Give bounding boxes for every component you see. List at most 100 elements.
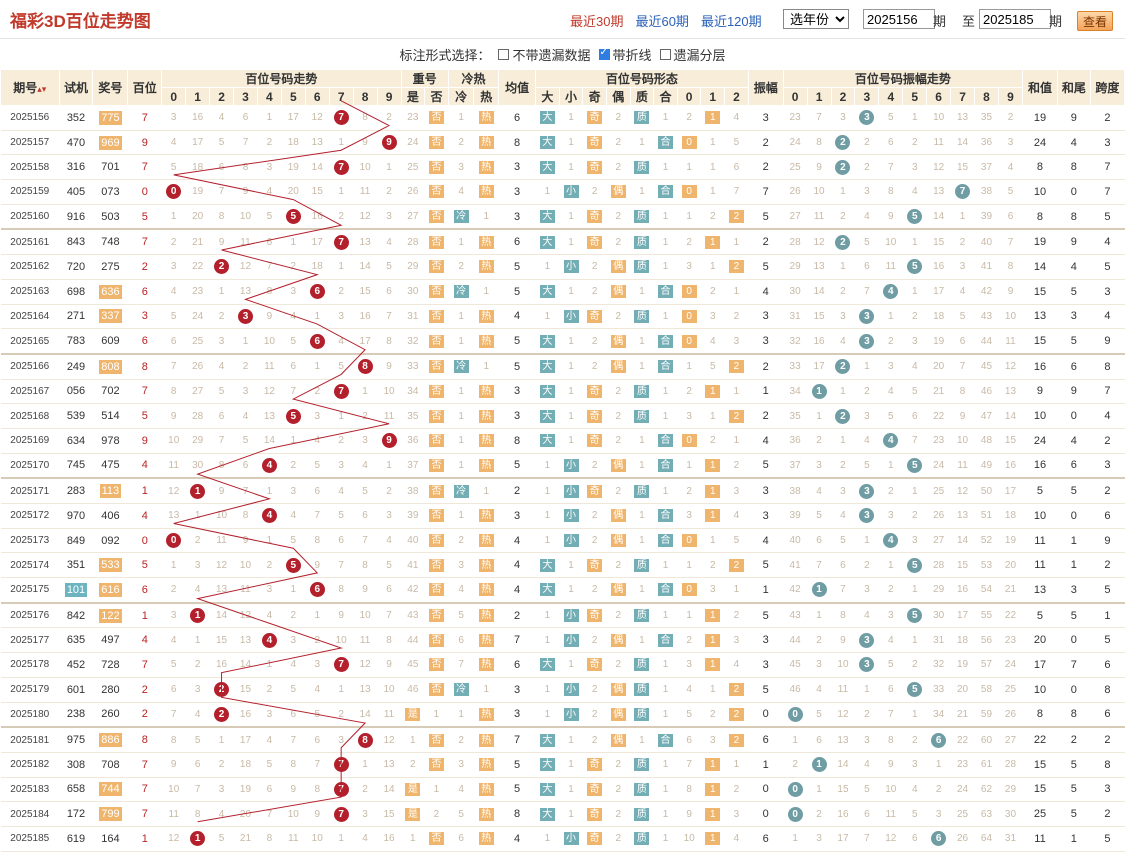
dup-no-cell: 否	[424, 179, 449, 205]
amp-trend-cell: 12	[807, 228, 831, 256]
prime-cell: 质	[630, 752, 654, 778]
option-layered[interactable]: 遗漏分层	[659, 45, 726, 64]
trend-cell: 3	[185, 552, 210, 579]
span-cell: 7	[1090, 379, 1125, 405]
col-issue[interactable]: 期号▴▾	[0, 69, 60, 106]
small-cell: 小	[559, 528, 583, 554]
dup-yes-cell: 2	[401, 752, 425, 778]
comp-cell: 1	[653, 154, 678, 181]
trend-cell: 12	[305, 105, 330, 131]
road-cell: 1	[724, 279, 749, 305]
sj-cell: 843	[59, 228, 93, 256]
amp-cell: 4	[748, 528, 784, 554]
amp-trend-cell: 3	[998, 130, 1023, 156]
to-issue-input[interactable]	[979, 9, 1051, 29]
comp-cell: 1	[653, 677, 678, 703]
checkbox-no-miss[interactable]	[498, 48, 510, 60]
bw-cell: 8	[127, 726, 162, 753]
dup-no-cell: 否	[424, 627, 449, 654]
amp-trend-cell: 6	[807, 528, 831, 554]
amp-trend-cell: 31	[926, 627, 951, 654]
amp-trend-cell: 14	[926, 204, 951, 230]
big-cell: 大	[535, 279, 560, 305]
amp-trend-cell: 7	[998, 228, 1023, 256]
trend-cell: 7	[161, 702, 186, 728]
trend-cell: 25	[185, 328, 210, 355]
checkbox-layered[interactable]	[659, 48, 671, 60]
amp-ball: 1	[811, 383, 827, 399]
prime-cell: 1	[630, 577, 654, 604]
trend-cell: 2	[209, 702, 234, 728]
road-cell: 6	[677, 726, 701, 753]
amp-trend-cell: 37	[783, 453, 808, 479]
comp-cell: 1	[653, 702, 678, 728]
trend-cell: 6	[257, 228, 282, 256]
trend-cell: 4	[161, 627, 186, 654]
odd-cell: 奇	[582, 304, 607, 330]
option-polyline[interactable]: 带折线	[598, 45, 652, 64]
prime-cell: 质	[630, 477, 654, 505]
range-60[interactable]: 最近60期	[635, 14, 689, 29]
dup-yes-cell: 是	[401, 702, 425, 728]
sum-cell: 14	[1022, 254, 1058, 280]
amp-ball: 7	[955, 184, 971, 200]
option-no-miss[interactable]: 不带遗漏数据	[498, 45, 591, 64]
jh-cell: 636	[92, 279, 128, 305]
trend-cell: 9	[161, 752, 186, 778]
even-cell: 偶	[606, 503, 631, 529]
range-120[interactable]: 最近120期	[700, 14, 762, 29]
hit-ball: 7	[333, 159, 349, 175]
amp-trend-cell: 1	[783, 826, 808, 852]
amp-trend-cell: 35	[974, 105, 999, 131]
from-issue-input[interactable]	[863, 9, 935, 29]
amp-trend-cell: 18	[998, 503, 1023, 529]
trend-cell: 3	[329, 726, 354, 753]
cold-cell: 1	[448, 702, 474, 728]
issue-cell: 2025160	[0, 204, 60, 230]
trend-cell: 5	[209, 826, 234, 852]
amp-trend-cell: 9	[878, 752, 903, 778]
big-cell: 大	[535, 204, 560, 230]
trend-cell: 3	[377, 503, 402, 529]
dup-yes-cell: 40	[401, 528, 425, 554]
amp-cell: 0	[748, 777, 784, 803]
sj-cell: 308	[59, 752, 93, 778]
hit-ball: 7	[333, 110, 349, 126]
trend-cell: 7	[161, 352, 186, 380]
trend-cell: 5	[329, 352, 354, 380]
table-row: 2025173 849 092 0 0 2 11 9 1 5 8 6 7 4 40 否 2 热 4 1 小 2 偶 1 合 0 1 5…	[0, 528, 1125, 554]
trend-cell: 2	[209, 752, 234, 778]
jh-cell: 886	[92, 726, 128, 753]
amp-trend-cell: 2	[831, 204, 855, 230]
trend-cell: 5	[281, 552, 306, 579]
avg-cell: 4	[498, 304, 536, 330]
amp-trend-cell: 15	[950, 154, 975, 181]
amp-trend-cell: 43	[974, 304, 999, 330]
jh-cell: 280	[92, 677, 128, 703]
road-cell: 2	[724, 677, 749, 703]
big-cell: 大	[535, 154, 560, 181]
query-button[interactable]: 查看	[1077, 11, 1113, 31]
checkbox-polyline[interactable]	[598, 47, 610, 60]
amp-trend-cell: 22	[998, 601, 1023, 629]
amp-trend-cell: 2	[831, 352, 855, 380]
issue-cell: 2025181	[0, 726, 60, 753]
trend-cell: 9	[377, 652, 402, 678]
year-select[interactable]: 选年份	[783, 9, 849, 29]
road-cell: 8	[677, 777, 701, 803]
jh-cell: 337	[92, 304, 128, 330]
trend-cell: 30	[185, 453, 210, 479]
hot-cell: 热	[473, 304, 499, 330]
amp-trend-cell: 36	[974, 130, 999, 156]
col-sj: 试机	[58, 69, 94, 106]
amp-trend-cell: 8	[998, 254, 1023, 280]
amp-cell: 3	[748, 105, 784, 131]
big-cell: 大	[535, 130, 560, 156]
odd-cell: 2	[582, 726, 607, 753]
amp-trend-cell: 2	[854, 130, 879, 156]
range-30[interactable]: 最近30期	[570, 14, 624, 29]
road-cell: 1	[724, 752, 749, 778]
trend-cell: 11	[161, 453, 186, 479]
trend-cell: 15	[233, 677, 258, 703]
road-cell: 0	[677, 179, 701, 205]
